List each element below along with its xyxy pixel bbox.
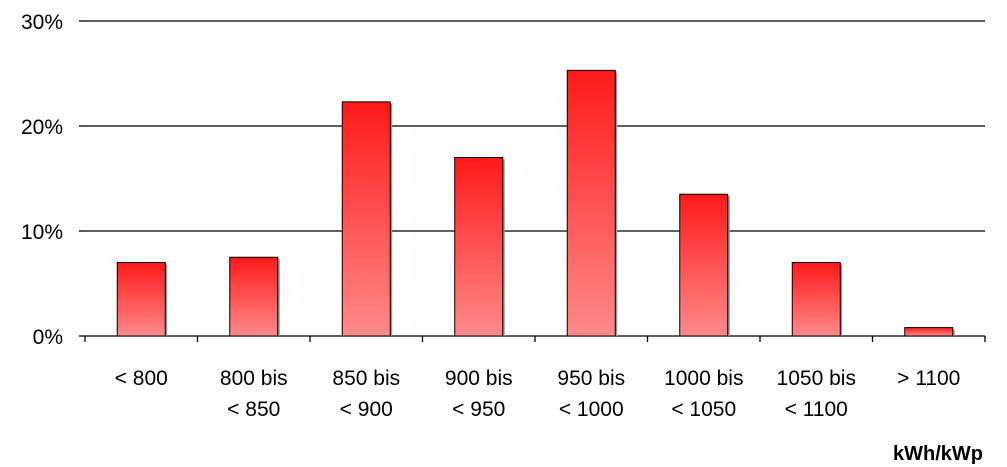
x-category-label: 800 bis < 850: [220, 367, 288, 421]
x-category-label: < 800: [115, 367, 168, 390]
x-category-label: 1050 bis < 1100: [777, 367, 856, 421]
bar: [229, 256, 279, 337]
bar: [791, 262, 841, 337]
bar: [116, 262, 166, 337]
x-category-label: 950 bis < 1000: [557, 367, 625, 421]
y-tick-label: 0%: [33, 326, 63, 349]
y-tick-label: 20%: [21, 116, 63, 139]
x-category-label: > 1100: [897, 367, 960, 390]
y-tick-label: 10%: [21, 221, 63, 244]
y-tick-label: 30%: [21, 11, 63, 34]
bar: [341, 101, 391, 337]
bar: [904, 327, 954, 337]
bar: [679, 193, 729, 337]
bar: [454, 157, 504, 337]
x-category-label: 1000 bis < 1050: [664, 367, 743, 421]
x-category-label: 850 bis < 900: [332, 367, 400, 421]
x-axis-title: kWh/kWp: [893, 443, 983, 465]
x-category-label: 900 bis < 950: [445, 367, 513, 421]
bar: [566, 69, 616, 337]
